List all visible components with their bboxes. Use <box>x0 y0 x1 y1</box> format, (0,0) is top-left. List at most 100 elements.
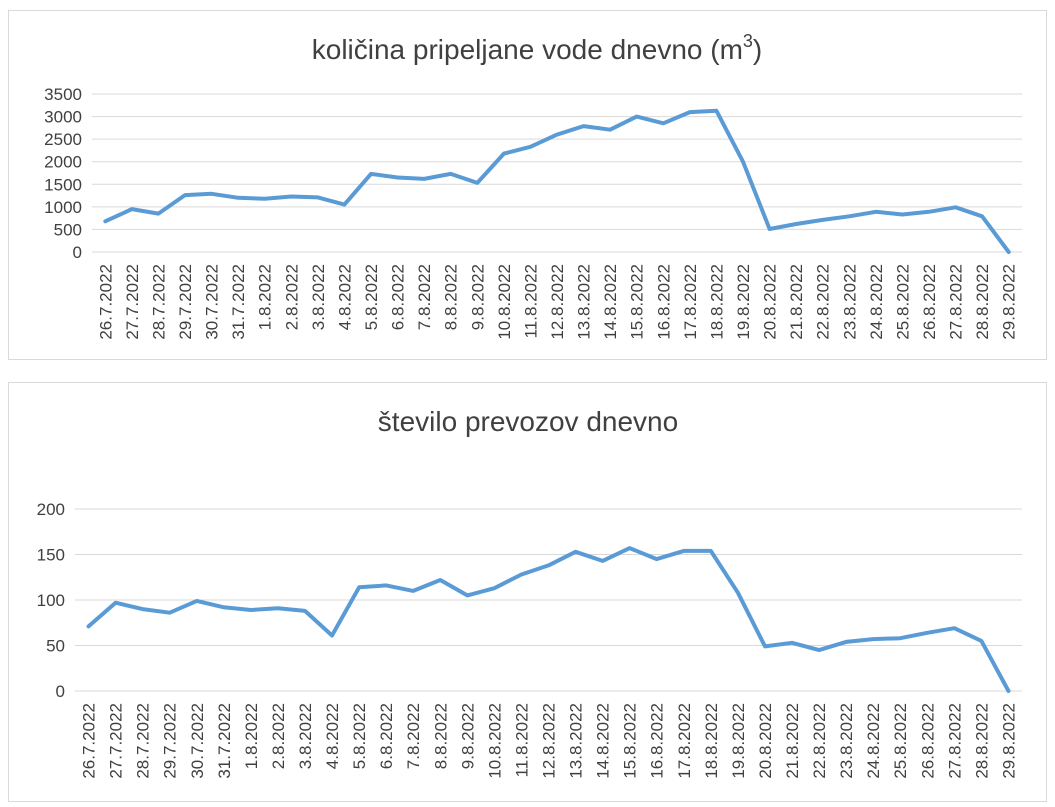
x-tick-label: 20.8.2022 <box>756 703 775 779</box>
x-tick-label: 4.8.2022 <box>335 264 354 330</box>
data-point <box>141 607 145 611</box>
data-point <box>601 559 605 563</box>
data-point <box>475 181 479 185</box>
x-tick-label: 19.8.2022 <box>729 703 748 779</box>
chart-title: število prevozov dnevno <box>378 406 678 437</box>
x-tick-label: 23.8.2022 <box>837 703 856 779</box>
data-point <box>794 222 798 226</box>
data-point <box>952 626 956 630</box>
data-point <box>195 599 199 603</box>
x-tick-label: 12.8.2022 <box>548 264 567 340</box>
x-tick-label: 10.8.2022 <box>485 703 504 779</box>
y-tick-label: 200 <box>37 500 65 519</box>
x-tick-label: 5.8.2022 <box>362 264 381 330</box>
data-point <box>449 172 453 176</box>
x-tick-label: 24.8.2022 <box>864 703 883 779</box>
data-point <box>396 176 400 180</box>
data-point <box>925 631 929 635</box>
x-tick-label: 15.8.2022 <box>621 703 640 779</box>
y-tick-label: 50 <box>46 637 65 656</box>
x-tick-label: 14.8.2022 <box>601 264 620 340</box>
y-tick-label: 100 <box>37 591 65 610</box>
data-point <box>714 109 718 113</box>
data-point <box>682 549 686 553</box>
data-point <box>635 115 639 119</box>
x-tick-label: 10.8.2022 <box>495 264 514 340</box>
data-point <box>927 210 931 214</box>
x-tick-label: 17.8.2022 <box>675 703 694 779</box>
data-point <box>898 636 902 640</box>
data-point <box>303 609 307 613</box>
transports-chart-panel: število prevozov dnevno 0 50 100 150 200 26.7… <box>8 382 1047 802</box>
x-tick-label: 9.8.2022 <box>468 264 487 330</box>
x-tick-label: 5.8.2022 <box>350 703 369 769</box>
x-tick-label: 26.8.2022 <box>918 703 937 779</box>
data-point <box>709 549 713 553</box>
chart-title: količina pripeljane vode dnevno (m3) <box>312 31 763 65</box>
data-point <box>502 152 506 156</box>
data-point <box>87 624 91 628</box>
data-point <box>168 611 172 615</box>
data-point <box>1007 250 1011 254</box>
y-tick-label: 500 <box>54 220 82 239</box>
data-point <box>661 121 665 125</box>
x-tick-label: 6.8.2022 <box>377 703 396 769</box>
data-point <box>954 205 958 209</box>
data-point <box>821 218 825 222</box>
x-tick-label: 8.8.2022 <box>442 264 461 330</box>
x-tick-label: 24.8.2022 <box>867 264 886 340</box>
data-point <box>1006 689 1010 693</box>
data-point <box>276 606 280 610</box>
y-tick-label: 150 <box>37 546 65 565</box>
water-volume-chart: količina pripeljane vode dnevno (m3) 0 50… <box>44 31 1022 340</box>
data-point <box>222 605 226 609</box>
x-tick-label: 3.8.2022 <box>309 264 328 330</box>
data-point <box>236 196 240 200</box>
data-point <box>655 557 659 561</box>
data-point <box>979 639 983 643</box>
data-point <box>980 214 984 218</box>
water-volume-chart-panel: količina pripeljane vode dnevno (m3) 0 50… <box>8 10 1047 360</box>
data-point <box>871 637 875 641</box>
x-tick-label: 30.7.2022 <box>203 264 222 340</box>
x-tick-label: 22.8.2022 <box>810 703 829 779</box>
x-tick-label: 4.8.2022 <box>323 703 342 769</box>
transports-chart: število prevozov dnevno 0 50 100 150 200 26.7… <box>37 406 1022 779</box>
data-point <box>316 195 320 199</box>
x-tick-label: 8.8.2022 <box>431 703 450 769</box>
x-tick-label: 9.8.2022 <box>458 703 477 769</box>
data-point <box>547 563 551 567</box>
x-tick-label: 21.8.2022 <box>787 264 806 340</box>
data-point <box>130 207 134 211</box>
x-tick-label: 2.8.2022 <box>269 703 288 769</box>
data-point <box>465 593 469 597</box>
x-tick-label: 13.8.2022 <box>567 703 586 779</box>
y-tick-label: 1000 <box>44 198 82 217</box>
x-tick-label: 29.8.2022 <box>1000 264 1019 340</box>
y-tick-label: 3000 <box>44 108 82 127</box>
data-point <box>156 212 160 216</box>
x-tick-label: 23.8.2022 <box>840 264 859 340</box>
x-tick-label: 27.8.2022 <box>945 703 964 779</box>
x-tick-label: 18.8.2022 <box>702 703 721 779</box>
data-point <box>736 591 740 595</box>
data-point <box>688 110 692 114</box>
series-line <box>86 546 1011 693</box>
x-tick-label: 1.8.2022 <box>242 703 261 769</box>
data-point <box>103 219 107 223</box>
data-point <box>411 589 415 593</box>
x-tick-label: 31.7.2022 <box>215 703 234 779</box>
x-tick-label: 16.8.2022 <box>654 264 673 340</box>
y-tick-label: 1500 <box>44 175 82 194</box>
y-tick-label: 3500 <box>44 85 82 104</box>
x-tick-label: 12.8.2022 <box>540 703 559 779</box>
x-tick-label: 28.8.2022 <box>972 703 991 779</box>
data-point <box>874 210 878 214</box>
x-tick-label: 6.8.2022 <box>389 264 408 330</box>
x-tick-label: 26.7.2022 <box>96 264 115 340</box>
data-point <box>114 601 118 605</box>
x-tick-label: 2.8.2022 <box>282 264 301 330</box>
data-point <box>608 128 612 132</box>
data-point <box>369 172 373 176</box>
data-point <box>183 193 187 197</box>
